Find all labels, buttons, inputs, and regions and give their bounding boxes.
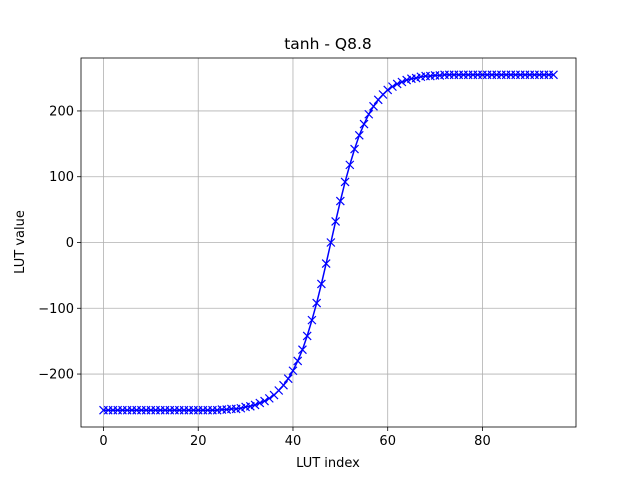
marker [359,119,369,129]
x-tick-label: 20 [190,434,207,449]
y-tick-label: 100 [49,170,74,185]
marker [392,79,402,89]
marker [350,144,359,154]
marker [298,345,307,355]
marker [302,331,312,341]
chart-title: tanh - Q8.8 [284,35,372,53]
plot-frame [80,57,577,428]
marker [397,77,407,87]
x-tick-label: 40 [285,434,302,449]
marker [250,400,260,410]
marker [288,366,298,376]
marker [321,259,331,268]
marker [335,196,345,206]
x-tick-label: 0 [99,434,107,449]
y-axis-label: LUT value [13,210,28,274]
marker [283,374,293,384]
y-tick-label: −100 [38,302,74,317]
marker [260,396,269,406]
marker [264,393,274,403]
x-axis-label: LUT index [296,456,360,471]
marker [369,101,378,111]
marker [312,298,322,308]
x-tick-label: 80 [474,434,491,449]
marker [279,380,288,390]
marker [345,160,355,170]
marker [255,398,265,408]
y-tick-label: −200 [38,368,74,383]
marker [340,177,350,187]
marker [354,130,364,140]
marker [326,238,336,247]
marker [293,356,303,366]
y-tick-label: 0 [66,236,74,251]
marker [331,217,341,226]
marker [316,279,326,289]
marker [549,70,558,80]
marker [383,85,393,95]
marker [388,82,397,92]
y-tick-label: 200 [49,104,74,119]
x-tick-label: 60 [379,434,396,449]
marker [307,315,317,325]
marker [364,109,374,119]
